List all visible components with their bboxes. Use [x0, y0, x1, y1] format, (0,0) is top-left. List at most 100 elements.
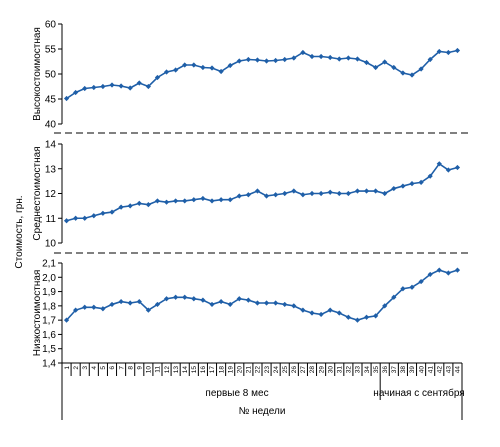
data-point — [100, 306, 106, 312]
x-tick-label: 33 — [355, 366, 362, 374]
data-point — [363, 188, 370, 194]
data-point — [291, 188, 297, 194]
data-point — [327, 54, 333, 61]
data-point — [454, 47, 461, 54]
data-point — [309, 190, 315, 197]
data-point — [409, 181, 415, 187]
data-point — [73, 215, 79, 221]
data-point — [409, 284, 415, 290]
data-point — [136, 298, 142, 305]
data-point — [327, 189, 333, 195]
data-point — [145, 307, 151, 313]
data-point — [163, 199, 170, 205]
y-tick-label: 14 — [45, 140, 57, 151]
data-point — [109, 301, 115, 308]
data-point — [309, 53, 315, 60]
data-point — [218, 68, 224, 75]
data-point — [127, 203, 133, 209]
y-tick-label: 1,6 — [42, 330, 56, 341]
x-tick-label: 10 — [146, 366, 153, 374]
y-tick-label: 1,4 — [42, 359, 56, 370]
data-point — [82, 215, 88, 221]
x-tick-label: 22 — [255, 366, 262, 374]
data-point — [345, 314, 351, 320]
data-point — [263, 58, 270, 64]
data-point — [154, 74, 161, 81]
data-point — [354, 56, 361, 62]
x-tick-label: 4 — [91, 366, 98, 370]
panel-name: Низкостоимостная — [32, 270, 43, 357]
data-point — [200, 195, 206, 202]
data-point — [436, 48, 442, 55]
data-point — [373, 188, 379, 194]
y-tick-label: 10 — [45, 239, 57, 250]
data-point — [227, 197, 233, 203]
data-point — [209, 301, 215, 308]
data-point — [336, 310, 342, 316]
data-point — [345, 55, 351, 61]
x-tick-label: 40 — [418, 366, 425, 374]
data-point — [318, 311, 324, 318]
data-point — [354, 188, 361, 194]
data-point — [445, 270, 451, 276]
x-tick-label: 35 — [373, 366, 380, 374]
data-point — [427, 56, 433, 63]
series-line — [65, 269, 458, 321]
data-point — [354, 317, 361, 323]
x-tick-label: 27 — [300, 366, 307, 374]
data-point — [454, 267, 461, 273]
data-point — [163, 69, 170, 75]
data-point — [291, 55, 297, 61]
data-point — [263, 300, 270, 306]
data-point — [191, 62, 197, 68]
x-tick-label: 30 — [327, 366, 334, 374]
data-point — [227, 301, 233, 308]
data-point — [318, 53, 324, 60]
data-point — [91, 213, 97, 219]
data-point — [209, 65, 215, 71]
data-point — [182, 62, 188, 68]
x-tick-label: 42 — [436, 366, 443, 374]
x-tick-label: 34 — [364, 366, 371, 374]
data-point — [91, 84, 97, 91]
data-point — [163, 296, 170, 302]
x-tick-label: 29 — [318, 366, 325, 374]
series-line — [66, 49, 458, 100]
data-point — [300, 192, 306, 198]
data-point — [127, 85, 133, 91]
x-tick-label: 36 — [382, 366, 389, 374]
x-tick-label: 8 — [127, 366, 134, 370]
data-point — [118, 83, 124, 89]
data-point — [391, 185, 397, 192]
data-point — [300, 307, 306, 313]
x-tick-label: 12 — [164, 366, 171, 374]
data-point — [418, 66, 424, 72]
y-tick-label: 50 — [45, 70, 57, 81]
data-point — [182, 294, 188, 300]
x-tick-label: 1 — [64, 366, 71, 370]
data-point — [82, 85, 88, 92]
x-tick-label: 16 — [200, 366, 207, 374]
data-point — [63, 317, 70, 323]
data-point — [154, 301, 161, 308]
x-tick-label: 5 — [100, 366, 107, 370]
data-point — [400, 286, 406, 292]
y-tick-label: 1,9 — [42, 287, 56, 298]
y-tick-label: 13 — [45, 164, 57, 175]
data-point — [109, 209, 115, 215]
data-point — [273, 300, 279, 306]
x-tick-label: 17 — [209, 366, 216, 374]
data-point — [391, 294, 397, 300]
x-axis: 1 2 3 4 5 6 7 8 9 10 11 12 13 14 15 16 17 18 19 20 21 22 23 24 2… — [61, 362, 463, 420]
data-point — [200, 64, 206, 71]
x-tick-label: 3 — [82, 366, 89, 370]
x-tick-label: 11 — [155, 366, 162, 373]
data-point — [336, 190, 342, 197]
data-point — [273, 192, 279, 198]
data-point — [373, 313, 379, 319]
data-point — [418, 179, 424, 185]
data-point — [427, 173, 433, 179]
panel-name: Высокостоимостная — [32, 27, 43, 121]
x-tick-label: 9 — [136, 366, 143, 370]
